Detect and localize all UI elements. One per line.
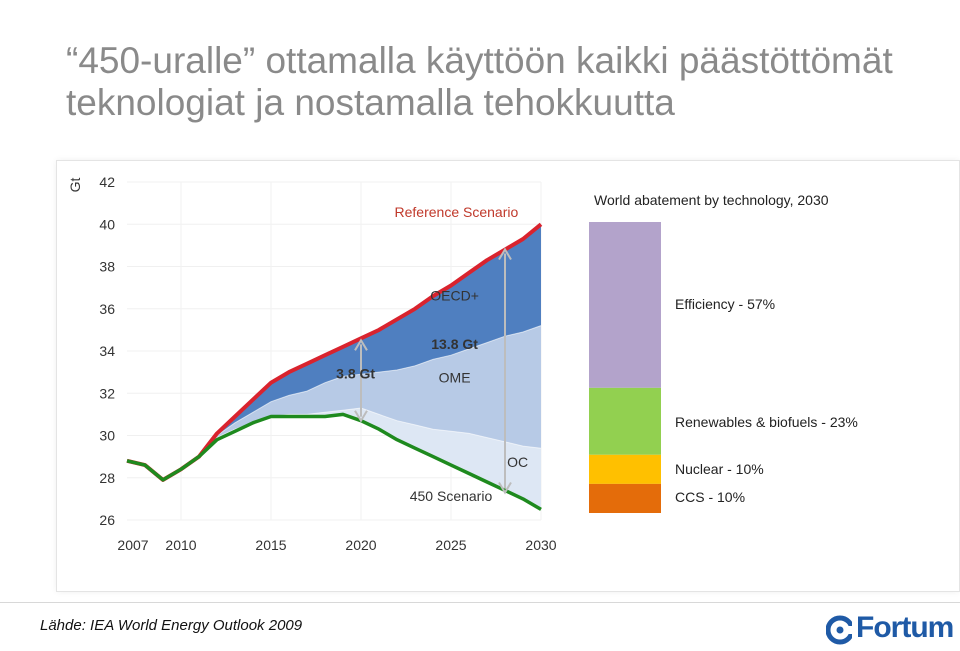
title-line-2: teknologiat ja nostamalla tehokkuutta: [66, 82, 675, 123]
bar-chart-title: World abatement by technology, 2030: [594, 192, 829, 208]
y-tick-label-32: 32: [99, 385, 115, 401]
scenario-450-line: [126, 412, 542, 511]
bar-label-ccs: CCS - 10%: [675, 489, 745, 505]
y-tick-label-34: 34: [99, 343, 115, 359]
x-tick-label-2020: 2020: [345, 537, 376, 553]
y-tick-label-40: 40: [99, 216, 115, 232]
arrow-2020-head-bottom: [354, 410, 368, 423]
x-tick-label-2015: 2015: [255, 537, 286, 553]
arrow-2030-head-bottom: [498, 482, 512, 495]
band-oc: [163, 408, 541, 510]
bar-label-renewables-biofuels: Renewables & biofuels - 23%: [675, 414, 858, 430]
band-ome: [163, 325, 541, 480]
slide-title: “450-uralle” ottamalla käyttöön kaikki p…: [66, 40, 926, 124]
fortum-logo-text: Fortum: [856, 611, 954, 644]
bar-label-nuclear: Nuclear - 10%: [675, 461, 764, 477]
x-tick-label-2010: 2010: [165, 537, 196, 553]
bar-segment-ccs: [589, 483, 661, 513]
x-tick-label-2007: 2007: [117, 537, 148, 553]
x-tick-label-2030: 2030: [525, 537, 556, 553]
divider: [0, 602, 960, 603]
y-tick-label-26: 26: [99, 512, 115, 528]
y-tick-label-36: 36: [99, 301, 115, 317]
arrow-2020-head-top: [354, 338, 368, 351]
annotation-3-8-gt: 3.8 Gt: [336, 365, 375, 381]
ome-boundary: [162, 407, 542, 481]
bar-segment-nuclear: [589, 454, 661, 484]
title-line-1: “450-uralle” ottamalla käyttöön kaikki p…: [66, 40, 893, 81]
annotation-13-8-gt: 13.8 Gt: [431, 336, 478, 352]
annotation-ome: OME: [439, 370, 471, 386]
fortum-logo-icon: [826, 615, 852, 645]
source-note: Lähde: IEA World Energy Outlook 2009: [40, 617, 303, 634]
y-tick-label-38: 38: [99, 259, 115, 275]
fortum-logo: Fortum: [826, 611, 958, 651]
y-tick-label-42: 42: [99, 174, 115, 190]
bar-segment-efficiency: [589, 222, 661, 388]
annotation-oecd-: OECD+: [430, 287, 479, 303]
y-axis-label: Gt: [67, 178, 83, 193]
annotation-450-scenario: 450 Scenario: [410, 488, 493, 504]
arrow-2030-head-top: [498, 247, 512, 261]
annotation-reference-scenario: Reference Scenario: [395, 204, 519, 220]
bar-label-efficiency: Efficiency - 57%: [675, 296, 775, 312]
y-tick-label-28: 28: [99, 470, 115, 486]
x-tick-label-2025: 2025: [435, 537, 466, 553]
bar-segment-renewables-biofuels: [589, 387, 661, 455]
annotation-oc: OC: [507, 454, 528, 470]
y-tick-label-30: 30: [99, 428, 115, 444]
oecd-boundary: [162, 325, 542, 481]
